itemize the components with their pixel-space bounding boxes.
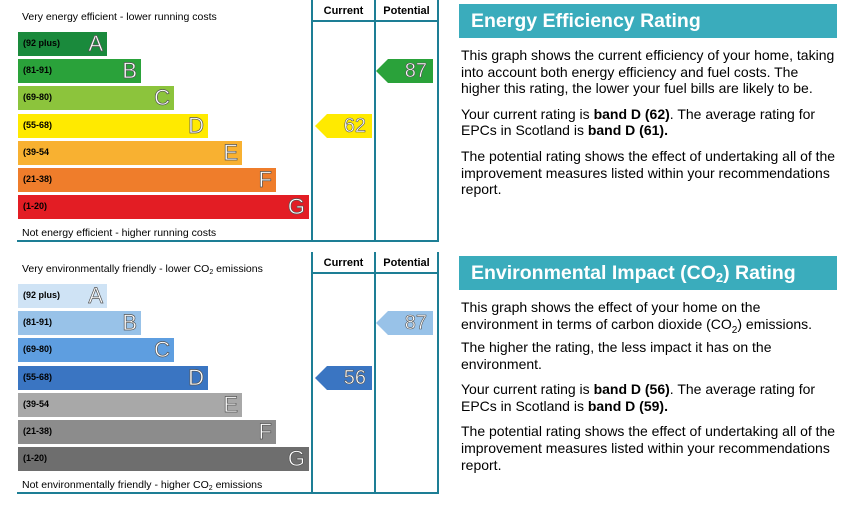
divider (311, 252, 313, 494)
band-f: (21-38) F (18, 167, 276, 192)
band-letter: F (258, 419, 272, 444)
band-d: (55-68) D (18, 112, 208, 138)
environmental-impact-chart: Current Potential Very environmentally f… (17, 252, 439, 494)
band-a: (92 plus) A (18, 31, 107, 56)
band-d: (55-68) D (18, 364, 208, 390)
band-c: (69-80) C (18, 85, 174, 111)
band-range-label: (1-20) (23, 201, 48, 212)
potential-rating-arrow: 87 (376, 311, 433, 336)
top-label: Very energy efficient - lower running co… (22, 11, 217, 23)
band-letter: C (154, 337, 171, 363)
band-range-label: (92 plus) (23, 290, 61, 300)
band-range-label: (55-68) (23, 119, 53, 130)
band-letter: E (223, 139, 238, 165)
description: This graph shows the current efficiency … (461, 47, 835, 97)
band-range-label: (39-54 (23, 398, 50, 409)
divider (311, 0, 313, 242)
chart-frame (17, 252, 439, 494)
band-c: (69-80) C (18, 337, 174, 363)
band-range-label: (21-38) (23, 426, 53, 436)
band-letter: D (188, 112, 205, 138)
potential-column-header: Potential (383, 5, 430, 17)
current-column-header: Current (323, 257, 364, 269)
band-b: (81-91) B (18, 310, 141, 336)
band-letter: F (258, 167, 272, 192)
current-rating-value: 62 (343, 114, 366, 137)
band-range-label: (1-20) (23, 453, 48, 464)
band-g: (1-20) G (18, 446, 309, 472)
potential-rating-value: 87 (404, 60, 427, 83)
band-e: (39-54 E (18, 391, 242, 417)
current-rating-text: Your current rating is band D (56). The … (461, 381, 816, 414)
band-range-label: (69-80) (23, 344, 53, 355)
current-rating-value: 56 (343, 366, 366, 389)
potential-rating-arrow: 87 (376, 59, 433, 84)
band-range-label: (39-54 (23, 146, 50, 157)
band-b: (81-91) B (18, 58, 141, 84)
band-letter: D (188, 364, 205, 390)
potential-column-header: Potential (383, 257, 430, 269)
current-rating-arrow: 56 (315, 365, 372, 390)
band-range-label: (92 plus) (23, 38, 61, 48)
band-letter: G (287, 446, 306, 472)
band-range-label: (81-91) (23, 65, 53, 76)
chart-frame (17, 0, 439, 242)
divider (311, 272, 439, 274)
band-letter: B (122, 310, 137, 336)
energy-efficiency-panel: Energy Efficiency Rating This graph show… (459, 4, 837, 198)
potential-rating-value: 87 (404, 312, 427, 335)
band-range-label: (69-80) (23, 92, 53, 103)
current-rating-arrow: 62 (315, 113, 372, 138)
band-g: (1-20) G (18, 194, 309, 220)
top-label: Very environmentally friendly - lower CO… (22, 263, 263, 276)
energy-efficiency-chart: Current Potential Very energy efficient … (17, 0, 439, 242)
band-letter: G (287, 194, 306, 220)
band-range-label: (21-38) (23, 174, 53, 184)
band-letter: A (88, 31, 103, 56)
bottom-label: Not environmentally friendly - higher CO… (22, 479, 263, 492)
band-letter: B (122, 58, 137, 84)
divider (374, 252, 376, 494)
panel-title: Environmental Impact (CO2) Rating (459, 256, 837, 290)
current-column-header: Current (323, 5, 364, 17)
band-a: (92 plus) A (18, 283, 107, 308)
current-rating-text: Your current rating is band D (62). The … (461, 105, 816, 139)
divider (374, 0, 376, 242)
divider (311, 20, 439, 22)
panel-title: Energy Efficiency Rating (459, 4, 837, 38)
band-range-label: (81-91) (23, 317, 53, 328)
band-range-label: (55-68) (23, 371, 53, 382)
band-f: (21-38) F (18, 419, 276, 444)
environmental-impact-panel: Environmental Impact (CO2) Rating This g… (459, 256, 837, 473)
band-letter: C (154, 85, 171, 111)
bottom-label: Not energy efficient - higher running co… (22, 227, 217, 239)
band-letter: E (223, 391, 238, 417)
description: This graph shows the effect of your home… (461, 299, 813, 372)
potential-rating-text: The potential rating shows the effect of… (461, 423, 836, 473)
band-letter: A (88, 283, 103, 308)
band-e: (39-54 E (18, 139, 242, 165)
potential-rating-text: The potential rating shows the effect of… (461, 147, 836, 198)
